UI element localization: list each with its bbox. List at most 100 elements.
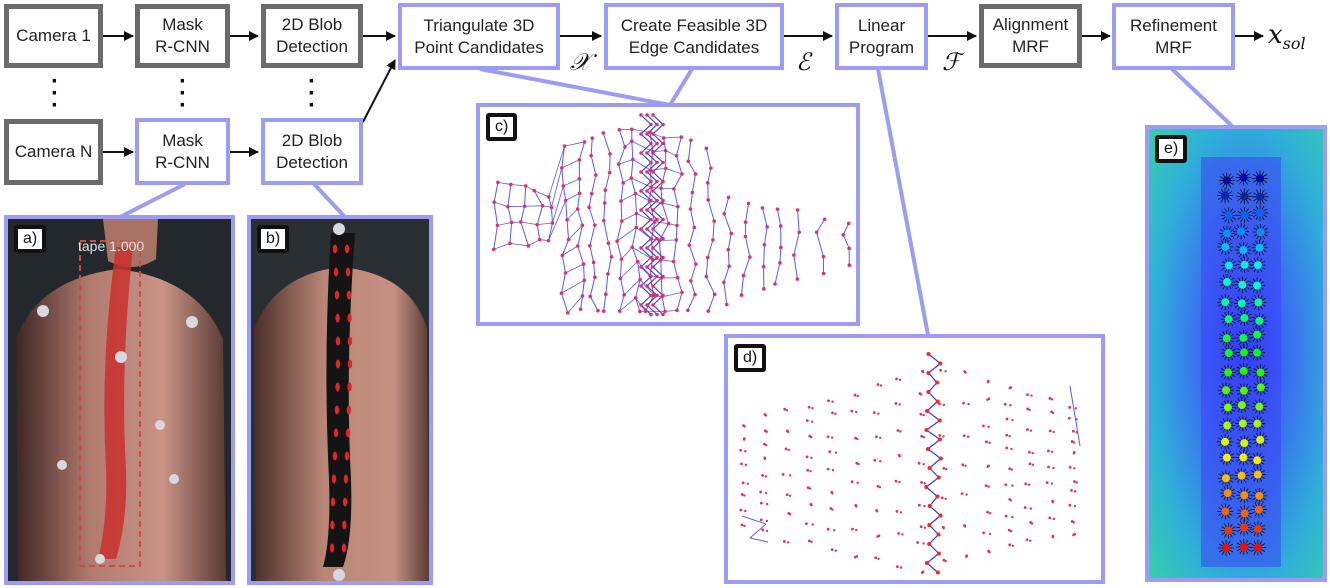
panel-c-point [795, 277, 800, 281]
panel-c-point [748, 255, 752, 259]
panel-d-point [763, 457, 767, 461]
panel-c-edge [630, 159, 634, 179]
panel-c-edge [578, 141, 586, 161]
panel-c-edge [493, 225, 498, 250]
connector-blobN-panel-b [312, 182, 347, 219]
panel-e-star-dot [1256, 208, 1265, 217]
panel-d-point [923, 482, 926, 485]
panel-c-point [709, 166, 713, 170]
panel-c-point [643, 309, 648, 314]
panel-d-spine-point [924, 485, 929, 489]
panel-d-point [1028, 450, 1031, 454]
panel-c-edge [603, 202, 606, 221]
panel-c-point [762, 243, 767, 247]
panel-d-spine-point [927, 504, 932, 508]
panel-d-point [917, 503, 921, 507]
panel-c-point [506, 204, 510, 209]
panel-c-point [645, 113, 649, 117]
panel-c-point [639, 284, 643, 288]
panel-d-point [806, 468, 810, 472]
panel-a-photo-mask: a) tape 1.000 [4, 215, 235, 585]
panel-d-point [1073, 504, 1077, 508]
panel-d-point [1011, 484, 1014, 487]
panel-c-point [577, 177, 582, 181]
panel-b-blob [347, 336, 353, 346]
panel-d-point [899, 511, 903, 514]
panel-c-point [779, 245, 783, 250]
panel-c-point [619, 257, 624, 261]
panel-e-star-dot [1239, 173, 1248, 182]
panel-c-spine-edge [640, 143, 652, 154]
panel-c-edge [741, 275, 744, 296]
panel-b-blob [332, 244, 338, 254]
panel-c-edge [619, 294, 625, 312]
panel-c-edge [690, 263, 697, 282]
panel-c-spine-edge [652, 133, 664, 144]
panel-c-point [778, 261, 782, 265]
blob-detection-box-1: 2D Blob Detection [261, 4, 363, 68]
mask-rcnn-box-1: Mask R-CNN [135, 4, 230, 68]
panel-c-point [680, 172, 684, 176]
panel-c-point [655, 274, 659, 279]
alignment-mrf-label: Alignment MRF [992, 15, 1069, 56]
panel-c-point [651, 265, 655, 269]
panel-d-point [1075, 418, 1078, 421]
panel-d-tag: d) [734, 344, 767, 372]
panel-c-edge [577, 245, 585, 265]
panel-c-spine-edge [640, 257, 652, 268]
panel-d-point [962, 434, 966, 438]
panel-c-edge [761, 207, 768, 228]
panel-b-blob [343, 474, 349, 484]
panel-c-edge [603, 220, 609, 244]
panel-d-point [896, 565, 899, 569]
panel-c-tag: c) [486, 113, 518, 141]
panel-a-tag: a) [14, 225, 47, 253]
panel-c-point [594, 173, 598, 177]
panel-c-edge [763, 226, 768, 245]
panel-c-edge [616, 241, 622, 260]
panel-d-point [967, 402, 970, 406]
panel-c-point [635, 259, 640, 264]
panel-e-star-dot [1253, 330, 1262, 339]
panel-c-point [566, 237, 571, 242]
panel-c-point [705, 255, 710, 260]
panel-c-edge [649, 170, 652, 188]
panel-d-point [922, 462, 925, 466]
panel-c-edge [509, 222, 513, 244]
panel-d-point [938, 402, 941, 406]
panel-e-star-dot [1237, 299, 1246, 308]
panel-c-spine-edge [652, 143, 664, 154]
blob-detection-label-1: 2D Blob Detection [276, 15, 348, 56]
panel-d-spine-edge [929, 496, 938, 507]
panel-c-point [661, 136, 666, 140]
panel-c-edge [634, 193, 637, 214]
panel-c-spine-edge [646, 133, 658, 144]
panel-d-point [923, 504, 926, 508]
panel-d-spine-point [935, 399, 940, 404]
panel-e-star-dot [1240, 439, 1249, 448]
edge-candidates-label: Create Feasible 3D Edge Candidates [620, 15, 768, 57]
panel-c-spine-edge [646, 247, 658, 258]
panel-c-edge [536, 224, 541, 240]
panel-d-spine-point [938, 513, 943, 518]
panel-c-edge [560, 272, 566, 294]
panel-d-spine-point [924, 428, 929, 432]
panel-c-edge [779, 247, 782, 263]
panel-c-edge [631, 141, 634, 160]
panel-d-point [834, 412, 837, 416]
panel-c-point [639, 303, 643, 307]
panel-c-point [645, 170, 649, 174]
panel-c-point [775, 207, 780, 211]
panel-c-edge [563, 178, 580, 187]
panel-c-edge [776, 209, 782, 227]
panel-d-point [741, 481, 745, 485]
panel-d-point [898, 455, 901, 458]
panel-c-point [588, 243, 592, 248]
panel-c-edge [663, 137, 667, 151]
panel-d-point [765, 430, 768, 433]
panel-c-point [623, 145, 627, 149]
panel-c-point [648, 168, 653, 172]
panel-c-point [566, 311, 570, 315]
panel-d-point [922, 542, 925, 545]
panel-c-spine-edge [652, 285, 664, 296]
